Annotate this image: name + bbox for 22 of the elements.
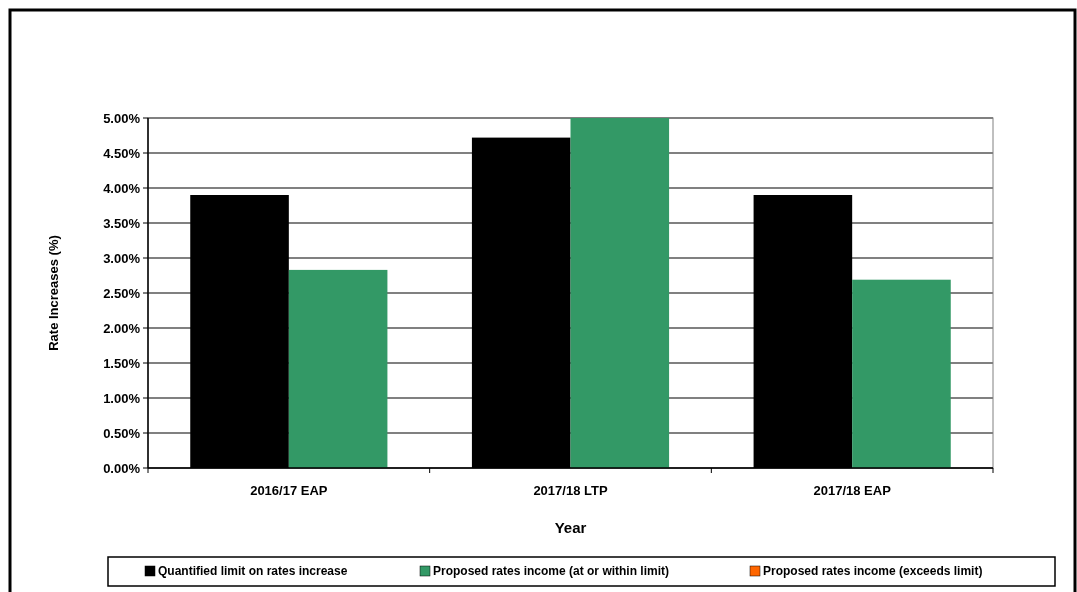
y-tick-label: 4.00% xyxy=(103,180,141,196)
legend-label: Proposed rates income (at or within limit) xyxy=(433,564,670,578)
y-tick-label: 4.50% xyxy=(103,145,141,161)
bar xyxy=(570,118,670,468)
x-tick-label: 2017/18 EAP xyxy=(813,483,892,498)
y-tick-label: 3.00% xyxy=(103,250,141,266)
bar xyxy=(288,269,388,468)
y-tick-label: 1.00% xyxy=(103,390,141,406)
x-tick-label: 2017/18 LTP xyxy=(533,483,608,498)
y-tick-label: 0.00% xyxy=(103,460,141,476)
x-axis-title: Year xyxy=(554,519,587,536)
legend-label: Proposed rates income (exceeds limit) xyxy=(763,564,983,578)
y-tick-label: 3.50% xyxy=(103,215,141,231)
y-tick-label: 2.50% xyxy=(103,285,141,301)
y-tick-label: 0.50% xyxy=(103,425,141,441)
y-tick-label: 1.50% xyxy=(103,355,141,371)
bar xyxy=(852,279,951,468)
x-tick-label: 2016/17 EAP xyxy=(250,483,328,498)
y-tick-label: 2.00% xyxy=(103,320,141,336)
y-axis-title: Rate Increases (%) xyxy=(46,235,61,351)
legend-label: Quantified limit on rates increase xyxy=(158,564,348,578)
y-tick-label: 5.00% xyxy=(103,110,141,126)
